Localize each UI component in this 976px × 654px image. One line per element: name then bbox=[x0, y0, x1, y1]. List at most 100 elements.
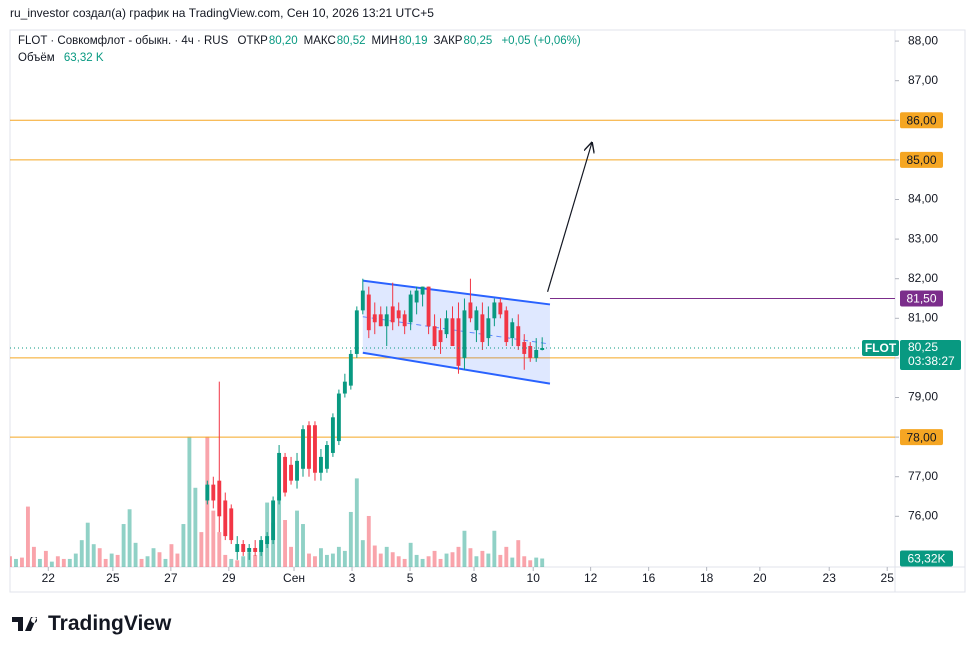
candle-body bbox=[360, 290, 365, 311]
volume-badge-label: 63,32K bbox=[907, 552, 945, 566]
x-tick-label: 23 bbox=[823, 571, 837, 585]
last-price-label: 80,25 bbox=[908, 340, 938, 354]
volume-bar bbox=[408, 542, 413, 567]
candle-body bbox=[342, 381, 347, 394]
x-tick-label: 18 bbox=[700, 571, 714, 585]
volume-bar bbox=[432, 550, 437, 567]
volume-bar bbox=[366, 515, 371, 567]
volume-bar bbox=[61, 558, 66, 567]
volume-bar bbox=[85, 522, 90, 567]
volume-bar bbox=[235, 560, 240, 567]
volume-bar bbox=[223, 554, 228, 567]
candle-body bbox=[420, 286, 425, 295]
volume-bar bbox=[516, 540, 521, 567]
ohlc-name: ОТКР bbox=[237, 35, 268, 47]
volume-bar bbox=[115, 554, 120, 567]
ohlc-value: 80,20 bbox=[268, 35, 298, 47]
volume-bar bbox=[37, 558, 42, 567]
candle-body bbox=[229, 508, 234, 541]
candle-body bbox=[271, 500, 276, 541]
plot bbox=[10, 119, 895, 567]
volume-bar bbox=[49, 561, 54, 567]
last-price-badge bbox=[900, 340, 961, 371]
candle-body bbox=[241, 544, 246, 552]
volume-bar bbox=[127, 509, 132, 567]
volume-bar bbox=[313, 556, 317, 567]
volume-bar bbox=[492, 530, 497, 567]
candle-body bbox=[324, 445, 329, 469]
volume-bar bbox=[450, 552, 455, 567]
candle-body bbox=[456, 318, 461, 366]
ohlc-value: 80,52 bbox=[336, 35, 366, 47]
volume-name: Объём bbox=[18, 52, 55, 64]
ticker-label: FLOT bbox=[865, 341, 897, 355]
volume-bar bbox=[336, 546, 341, 567]
volume-bar bbox=[396, 556, 401, 567]
volume-bar bbox=[420, 558, 425, 567]
candle-body bbox=[289, 464, 293, 481]
candle-body bbox=[474, 310, 479, 331]
volume-bar bbox=[169, 544, 174, 567]
candle-body bbox=[528, 346, 533, 358]
candle-body bbox=[444, 318, 449, 335]
volume-bar bbox=[534, 557, 539, 567]
level-badge bbox=[900, 151, 943, 168]
candle-body bbox=[217, 480, 222, 517]
author-line: ru_investor создал(а) график на TradingV… bbox=[10, 6, 434, 20]
channel-upper bbox=[362, 279, 551, 306]
candle-body bbox=[319, 456, 323, 473]
candle-body bbox=[348, 353, 353, 386]
volume-bar bbox=[444, 553, 449, 567]
volume-bar bbox=[498, 554, 503, 567]
x-tick-label: 16 bbox=[642, 571, 656, 585]
ohlc-value: 80,19 bbox=[398, 35, 428, 47]
volume-bar bbox=[31, 546, 36, 567]
candle-body bbox=[295, 460, 299, 481]
candle-body bbox=[205, 484, 210, 501]
volume-bar bbox=[295, 510, 299, 567]
volume-bar bbox=[474, 556, 479, 567]
logo-text: TradingView bbox=[48, 612, 172, 635]
candle-body bbox=[450, 318, 455, 347]
symbol: FLOT · Совкомфлот - обыкн. · 4ч · RUS bbox=[18, 35, 229, 47]
candle-body bbox=[247, 547, 252, 552]
volume-bar bbox=[121, 524, 126, 567]
volume-bar bbox=[73, 553, 78, 567]
volume-bar bbox=[390, 552, 395, 567]
volume-bar bbox=[480, 550, 485, 567]
y-tick-label: 79,00 bbox=[908, 390, 938, 404]
candle-body bbox=[534, 349, 539, 358]
candle-body bbox=[265, 536, 270, 545]
y-tick-label: 82,00 bbox=[908, 271, 938, 285]
x-tick-label: 29 bbox=[222, 571, 236, 585]
volume-bar bbox=[319, 548, 323, 567]
channel-lower bbox=[362, 351, 551, 385]
volume-bar bbox=[384, 546, 389, 567]
volume-bar bbox=[67, 558, 72, 567]
candle-body bbox=[438, 330, 443, 343]
volume-bar bbox=[241, 556, 246, 567]
volume-bar bbox=[456, 546, 461, 567]
x-tick-label: 10 bbox=[527, 571, 541, 585]
volume-bar bbox=[133, 542, 138, 567]
x-tick-label: 27 bbox=[164, 571, 178, 585]
volume-bar bbox=[139, 558, 144, 567]
resistance-label: 81,50 bbox=[906, 292, 936, 306]
volume-bar bbox=[462, 530, 467, 567]
candle-body bbox=[336, 393, 341, 442]
axes: 76,0077,0078,0079,0080,0081,0082,0083,00… bbox=[42, 33, 961, 585]
candle-body bbox=[510, 322, 515, 339]
volume-bar bbox=[151, 548, 156, 567]
volume-bar bbox=[528, 560, 533, 567]
volume-bar bbox=[426, 556, 431, 567]
candle-body bbox=[384, 314, 389, 327]
y-tick-label: 81,00 bbox=[908, 310, 938, 324]
volume-bar bbox=[522, 556, 527, 567]
candle-body bbox=[354, 310, 359, 354]
volume-bar bbox=[55, 556, 60, 567]
logo-icon bbox=[12, 617, 38, 631]
volume-bar bbox=[504, 546, 509, 567]
candle-body bbox=[396, 310, 401, 319]
candle-body bbox=[540, 348, 545, 350]
